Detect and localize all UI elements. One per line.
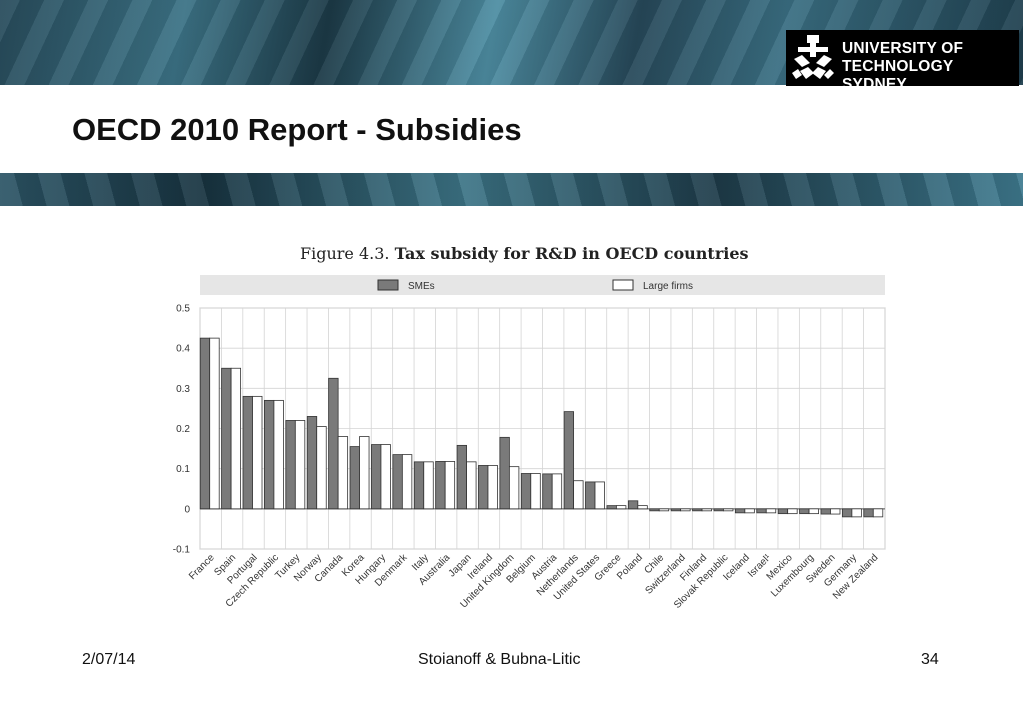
x-tick-label: France: [187, 552, 217, 582]
footer-authors: Stoianoff & Bubna-Litic: [418, 651, 581, 668]
bar-smes: [285, 420, 296, 510]
bar-large-firms: [851, 508, 862, 518]
bar-large-firms: [551, 473, 563, 510]
bar-large-firms: [508, 466, 520, 510]
bar-smes: [199, 337, 211, 510]
bar-smes: [863, 508, 874, 518]
bar-large-firms: [487, 465, 498, 510]
bar-large-firms: [530, 473, 541, 510]
bar-large-firms: [294, 420, 306, 510]
logo-wordmark: UNIVERSITY OF TECHNOLOGY SYDNEY: [842, 40, 1019, 94]
bar-smes: [649, 508, 660, 512]
y-tick-label: 0.1: [176, 464, 190, 475]
title-underline-banner-image: [0, 173, 1023, 206]
bar-smes: [734, 508, 746, 514]
bar-large-firms: [359, 436, 370, 510]
legend-label-smes: SMEs: [408, 281, 435, 292]
bar-large-firms: [637, 505, 648, 510]
bar-large-firms: [594, 481, 605, 510]
bar-smes: [435, 461, 446, 510]
bar-large-firms: [616, 505, 627, 510]
bar-smes: [627, 500, 639, 510]
bar-smes: [799, 508, 810, 515]
bar-large-firms: [273, 399, 284, 510]
bar-large-firms: [701, 508, 712, 512]
bar-smes: [371, 444, 382, 510]
slide-title: OECD 2010 Report - Subsidies: [72, 112, 522, 147]
y-tick-label: 0.3: [176, 384, 190, 395]
bar-large-firms: [723, 508, 734, 512]
y-tick-label: 0.5: [176, 304, 190, 315]
bar-smes: [692, 508, 703, 512]
legend-label-large-firms: Large firms: [643, 281, 693, 292]
bar-large-firms: [252, 395, 263, 510]
bar-large-firms: [573, 480, 584, 510]
bar-large-firms: [787, 508, 798, 515]
bar-smes: [264, 399, 275, 510]
bar-smes: [563, 411, 575, 510]
bar-large-firms: [423, 461, 434, 510]
bar-large-firms: [209, 337, 220, 510]
legend-swatch-large-firms: [612, 279, 634, 291]
bar-large-firms: [466, 461, 477, 510]
uts-emblem-icon: [792, 35, 834, 79]
bar-large-firms: [316, 426, 327, 510]
bar-large-firms: [380, 444, 391, 510]
bar-smes: [585, 481, 596, 510]
bar-smes: [841, 508, 853, 518]
bar-smes: [392, 454, 403, 510]
figure-caption: Figure 4.3. Tax subsidy for R&D in OECD …: [300, 244, 749, 263]
bar-smes: [606, 505, 617, 510]
bar-smes: [670, 508, 682, 512]
bar-smes: [221, 367, 232, 510]
bar-large-firms: [765, 508, 777, 514]
uts-logo: UNIVERSITY OF TECHNOLOGY SYDNEY: [786, 30, 1019, 93]
bar-large-firms: [337, 436, 349, 510]
figure-number: Figure 4.3.: [300, 244, 390, 263]
y-tick-label: 0.2: [176, 424, 190, 435]
bar-large-firms: [744, 508, 755, 514]
page-number: 34: [921, 651, 939, 668]
bar-smes: [328, 377, 339, 510]
bar-smes: [777, 508, 789, 515]
bar-smes: [520, 473, 532, 510]
bar-smes: [478, 465, 489, 510]
y-tick-label: 0.4: [176, 344, 190, 355]
logo-line-1: UNIVERSITY OF: [842, 40, 964, 57]
bar-smes: [820, 508, 831, 515]
bar-large-firms: [680, 508, 691, 512]
bar-large-firms: [808, 508, 819, 515]
y-tick-label: 0: [184, 504, 190, 515]
logo-line-2: TECHNOLOGY SYDNEY: [842, 58, 954, 93]
bar-large-firms: [872, 508, 884, 518]
bar-smes: [499, 436, 510, 510]
bar-smes: [306, 416, 318, 510]
bar-smes: [456, 444, 467, 510]
bar-smes: [756, 508, 767, 514]
bar-smes: [542, 473, 553, 510]
bar-smes: [242, 395, 253, 510]
legend-swatch-smes: [377, 279, 399, 291]
bar-large-firms: [401, 454, 413, 510]
bar-large-firms: [230, 367, 242, 510]
bar-large-firms: [658, 508, 670, 512]
bar-smes: [713, 508, 724, 512]
bar-large-firms: [444, 461, 456, 510]
y-tick-label: -0.1: [173, 545, 191, 556]
figure-title: Tax subsidy for R&D in OECD countries: [394, 244, 749, 263]
bar-chart: SMEs Large firms 0.5 0.4 0.3 0.2 0.1 0 -0.1Franc…: [173, 275, 886, 611]
footer-date: 2/07/14: [82, 651, 136, 668]
bar-smes: [349, 446, 360, 510]
legend-background: [200, 275, 885, 295]
bar-large-firms: [830, 508, 841, 515]
bar-smes: [413, 461, 425, 510]
